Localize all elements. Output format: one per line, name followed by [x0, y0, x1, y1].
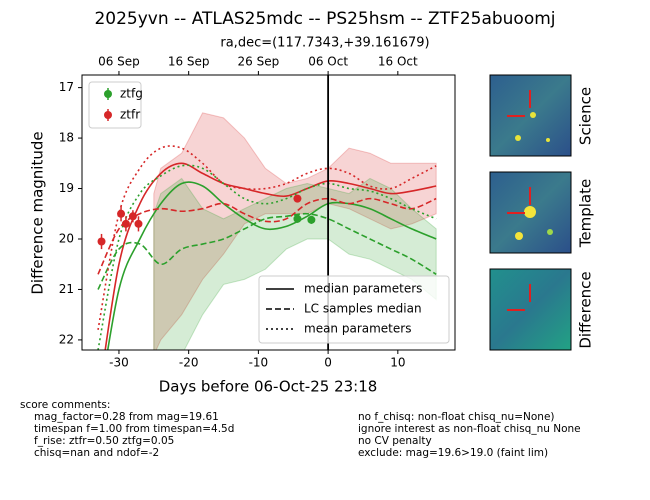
chart-title: 2025yvn -- ATLAS25mdc -- PS25hsm -- ZTF2…: [94, 9, 555, 29]
legend-label: ztfr: [120, 108, 140, 122]
comment-line: no f_chisq: non-float chisq_nu=None): [358, 411, 555, 423]
plot-data: [97, 112, 437, 350]
y-tick-label: 18: [59, 131, 74, 145]
x-tick-label: 0: [324, 356, 332, 370]
data-point: [134, 219, 143, 228]
legend-box: [258, 275, 450, 344]
uncertainty-band: [153, 112, 437, 350]
comment-line: ignore interest as non-float chisq_nu No…: [358, 423, 581, 435]
top-x-tick-label: 06 Oct: [308, 55, 348, 69]
top-x-tick-label: 16 Sep: [168, 55, 210, 69]
template-image: [489, 171, 572, 254]
comment-line: timespan f=1.00 from timespan=4.5d: [34, 423, 234, 435]
x-tick-label: -20: [179, 356, 199, 370]
legend-marker: [104, 111, 112, 119]
image-label: Science: [577, 87, 595, 145]
axes-frame: [81, 74, 456, 351]
top-axis-title: ra,dec=(117.7343,+39.161679): [220, 36, 429, 51]
data-point: [128, 212, 137, 221]
plot-area: -30 -20 -10 0 10 06 Sep 16 Sep 26 Sep 06 Oct 16 O…: [59, 55, 456, 370]
data-point: [97, 237, 106, 246]
model-line: [104, 162, 437, 350]
top-x-tick-label: 06 Sep: [98, 55, 140, 69]
legend-label: mean parameters: [304, 322, 411, 336]
model-line: [97, 164, 437, 350]
legend-marker: [104, 90, 112, 98]
model-line: [106, 181, 437, 350]
y-tick-label: 19: [59, 181, 74, 195]
model-line: [97, 145, 437, 330]
difference-image: [489, 268, 572, 351]
comments: score comments: mag_factor=0.28 from mag…: [20, 399, 581, 459]
y-tick-label: 20: [59, 231, 74, 245]
x-tick-label: -30: [109, 356, 129, 370]
x-tick-label: 10: [390, 356, 405, 370]
comment-line: exclude: mag=19.6>19.0 (faint lim): [358, 447, 548, 459]
comment-line: f_rise: ztfr=0.50 ztfg=0.05: [34, 435, 174, 447]
comment-line: chisq=nan and ndof=-2: [34, 447, 159, 459]
comment-line: no CV penalty: [358, 435, 432, 447]
legend-label: ztfg: [120, 87, 143, 101]
model-line: [97, 197, 437, 275]
model-line: [97, 212, 437, 290]
comment-line: mag_factor=0.28 from mag=19.61: [34, 411, 219, 423]
data-point: [293, 194, 302, 203]
top-x-tick-label: 26 Sep: [238, 55, 280, 69]
top-x-tick-label: 16 Oct: [378, 55, 418, 69]
y-tick-label: 21: [59, 282, 74, 296]
legend-box: [88, 81, 142, 129]
legend-label: LC samples median: [304, 302, 422, 316]
data-point: [117, 209, 126, 218]
x-axis-title: Days before 06-Oct-25 23:18: [159, 378, 378, 396]
points-legend: ztfg ztfr: [88, 81, 143, 129]
data-point: [307, 215, 316, 224]
y-tick-label: 22: [59, 332, 74, 346]
y-tick-label: 17: [59, 80, 74, 94]
x-tick-label: -10: [249, 356, 269, 370]
data-point: [293, 214, 302, 223]
image-label: Difference: [577, 271, 595, 348]
y-axis-title: Difference magnitude: [29, 131, 47, 294]
style-legend: median parameters LC samples median mean p…: [258, 275, 450, 344]
image-label: Template: [577, 179, 595, 248]
science-image: [489, 74, 572, 157]
data-point: [121, 219, 130, 228]
legend-label: median parameters: [304, 282, 422, 296]
comment-header: score comments:: [20, 399, 110, 411]
